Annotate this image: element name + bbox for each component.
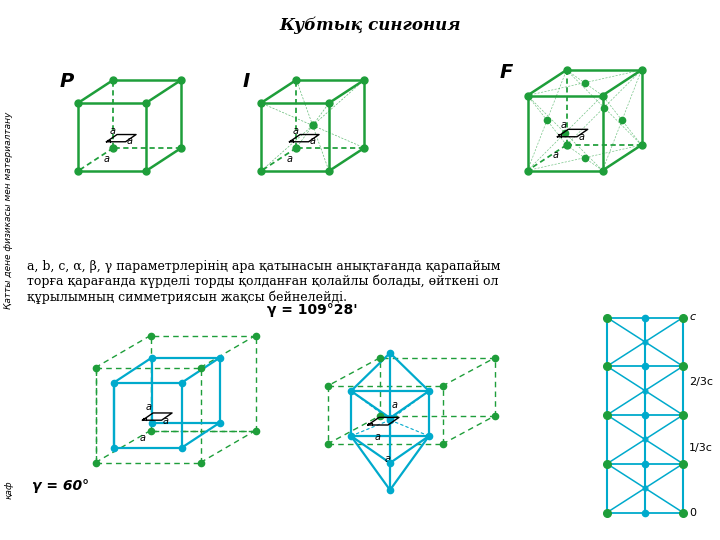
Text: a: a (140, 433, 146, 443)
Text: P: P (60, 72, 74, 91)
Text: c: c (689, 313, 695, 322)
Text: F: F (500, 63, 513, 82)
Text: a: a (385, 454, 391, 464)
Text: Кубтық сингония: Кубтық сингония (279, 16, 461, 33)
Text: Қатты дене физикасы мен материалтану: Қатты дене физикасы мен материалтану (4, 111, 14, 309)
Text: a: a (104, 154, 110, 164)
Text: a, b, c, α, β, γ параметрлерінің ара қатынасын анықтағанда қарапайым: a, b, c, α, β, γ параметрлерінің ара қат… (27, 260, 500, 273)
Text: a: a (392, 400, 398, 410)
Text: 2/3c: 2/3c (689, 377, 713, 388)
Text: a: a (127, 137, 133, 146)
Text: a: a (578, 132, 585, 141)
Text: a: a (163, 416, 169, 426)
Text: a: a (553, 150, 559, 160)
Text: I: I (243, 72, 251, 91)
Text: a: a (560, 120, 567, 130)
Text: a: a (287, 154, 293, 164)
Text: торға қарағанда күрделі торды қолданған қолайлы болады, өйткені ол: торға қарағанда күрделі торды қолданған … (27, 275, 498, 288)
Text: γ = 60°: γ = 60° (32, 479, 89, 493)
Text: a: a (375, 432, 381, 442)
Text: 1/3c: 1/3c (689, 442, 713, 453)
Text: 0: 0 (689, 508, 696, 517)
Text: қаф: қаф (4, 481, 14, 500)
Text: құрылымның симметриясын жақсы бейнелейді.: құрылымның симметриясын жақсы бейнелейді… (27, 290, 347, 303)
Text: a: a (110, 126, 116, 136)
Text: a: a (145, 402, 151, 413)
Text: a: a (310, 137, 316, 146)
Text: γ = 109°28': γ = 109°28' (267, 303, 358, 317)
Text: a: a (293, 126, 299, 136)
